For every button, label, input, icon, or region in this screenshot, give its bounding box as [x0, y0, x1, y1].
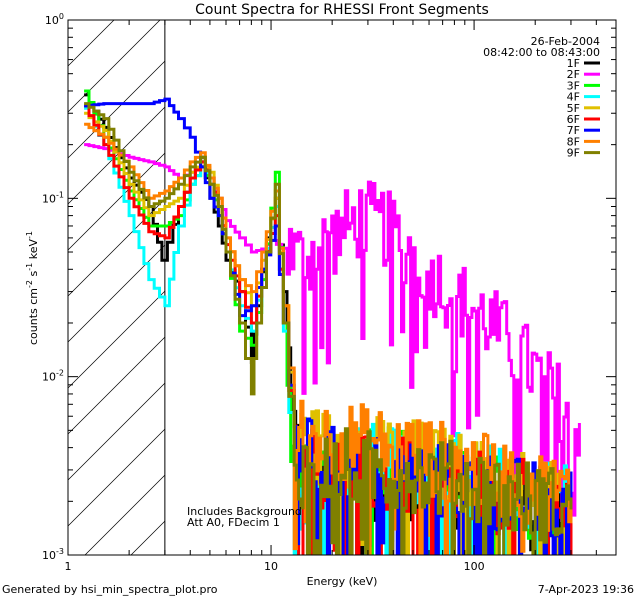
legend-label-7F: 7F	[567, 124, 580, 137]
footer-timestamp: 7-Apr-2023 19:36	[537, 583, 634, 596]
legend-label-3F: 3F	[567, 79, 580, 92]
x-axis-label: Energy (keV)	[307, 575, 378, 588]
hatch-line	[68, 60, 165, 159]
legend-label-5F: 5F	[567, 102, 580, 115]
hatch-line	[68, 198, 165, 297]
y-tick-label: 100	[45, 12, 64, 27]
legend-label-9F: 9F	[567, 147, 580, 160]
x-tick-label: 1	[65, 560, 72, 573]
y-tick-label: 10-3	[42, 547, 64, 562]
legend-date: 26-Feb-2004	[531, 35, 600, 48]
y-axis-label: counts cm-2 s-1 keV-1	[25, 231, 40, 345]
plot-frame	[67, 19, 617, 556]
legend-time-range: 08:42:00 to 08:43:00	[483, 46, 600, 59]
hatch-line	[68, 382, 165, 481]
y-tick-label: 10-2	[42, 369, 64, 384]
hatch-line	[68, 106, 165, 205]
attenuated-region	[68, 20, 165, 555]
hatch-line	[68, 20, 161, 113]
legend-label-1F: 1F	[567, 57, 580, 70]
hatch-line	[68, 20, 69, 21]
series-line-2F	[84, 143, 581, 522]
hatch-line	[68, 428, 165, 527]
annotation-background: Includes Background	[187, 505, 302, 518]
y-tick-label: 10-1	[42, 190, 64, 205]
legend-label-8F: 8F	[567, 135, 580, 148]
annotation-attenuator: Att A0, FDecim 1	[187, 516, 280, 529]
hatch-line	[68, 20, 115, 67]
legend-label-6F: 6F	[567, 113, 580, 126]
chart-title: Count Spectra for RHESSI Front Segments	[195, 2, 489, 18]
x-tick-label: 100	[464, 560, 485, 573]
hatch-line	[68, 152, 165, 251]
series-line-9F	[84, 102, 573, 555]
legend-label-2F: 2F	[567, 68, 580, 81]
generated-by-text: Generated by hsi_min_spectra_plot.pro	[2, 583, 218, 596]
hatch-line	[68, 244, 165, 343]
legend-label-4F: 4F	[567, 91, 580, 104]
x-tick-label: 10	[264, 560, 278, 573]
